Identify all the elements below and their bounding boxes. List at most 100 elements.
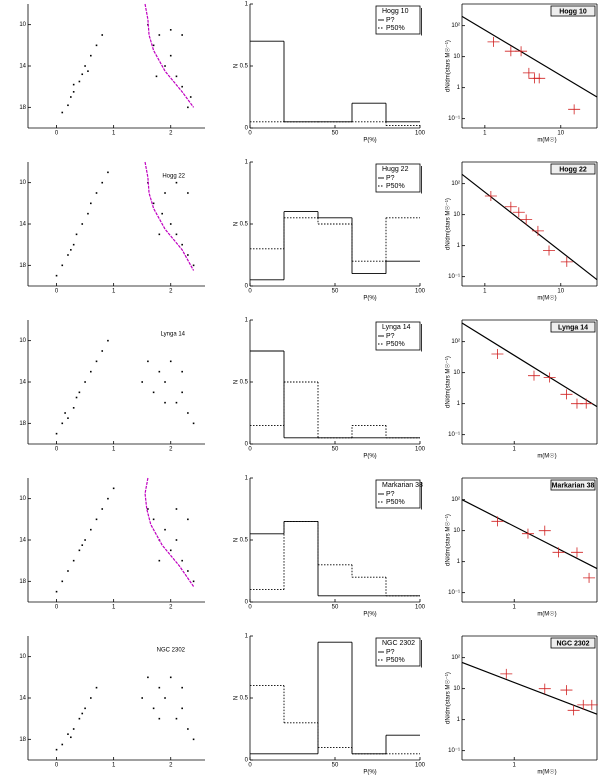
star-point [158,233,161,236]
y-tick-label: 1 [457,85,461,91]
legend-label: P? [386,333,395,340]
x-tick-label: 0 [248,289,252,295]
mf-point [580,398,593,409]
x-axis-label: P(%) [363,296,376,302]
star-point [70,249,72,251]
star-point [169,223,172,225]
star-point [70,736,72,739]
star-point [75,396,78,399]
star-point [95,192,98,194]
star-point [175,508,178,510]
star-point [61,580,64,583]
x-axis-label: P(%) [363,138,376,144]
y-tick-label: 14 [19,380,26,386]
x-tick-label: 10 [557,131,564,137]
star-point [90,202,92,205]
legend-label: P50% [386,183,405,190]
y-axis-label: dN/dm(stars M☉⁻¹) [445,198,452,250]
star-point [164,192,166,194]
legend-label: P? [386,175,395,182]
star-point [107,171,109,174]
x-tick-label: 0 [248,131,252,137]
x-axis-label: P(%) [363,454,376,460]
y-tick-label: 14 [19,538,26,544]
mf-point [521,528,534,539]
y-axis-label: dN/dm(stars M☉⁻¹) [445,40,452,92]
legend-title: Hugg 22 [382,166,409,173]
y-tick-label: 1 [245,160,249,166]
x-tick-label: 50 [332,605,339,611]
star-point [164,528,166,531]
star-point [72,559,75,562]
y-tick-label: 10² [451,339,460,345]
star-point [147,360,149,363]
x-tick-label: 10 [557,289,564,295]
star-point [187,518,189,521]
y-tick-label: 14 [19,696,26,702]
y-axis-label: N [234,222,240,226]
star-point [90,697,92,699]
x-axis-label: m(M☉) [537,611,556,618]
star-point [55,274,58,277]
star-point [78,717,81,720]
star-point [72,728,75,730]
mf-point [504,46,517,57]
star-point [90,54,92,57]
star-point [101,508,104,510]
star-point [95,518,98,521]
star-point [101,34,104,36]
title-box [550,163,596,175]
y-tick-label: 10 [453,528,460,534]
x-tick-label: 0 [55,131,59,137]
y-tick-label: 1 [457,401,461,407]
legend-title: Markarian 38 [382,482,423,489]
star-point [81,223,84,225]
y-tick-label: 1 [457,243,461,249]
isochrone [144,161,195,271]
title-box [550,321,596,333]
x-tick-label: 1 [483,289,487,295]
x-tick-label: 0 [55,447,59,453]
mf-point [560,389,573,400]
mf-point [500,668,513,679]
fit-line [461,499,598,570]
star-point [158,686,161,689]
star-point [169,29,172,31]
mf-point [487,36,500,47]
isochrone [144,477,195,587]
star-point [90,528,92,531]
x-tick-label: 100 [415,131,426,137]
mf-point [543,245,556,256]
y-tick-label: 10 [19,654,26,660]
y-tick-label: 1 [245,634,249,640]
star-point [187,570,189,572]
star-point [175,401,178,404]
panel-title: Hogg 10 [559,8,587,15]
x-tick-label: 50 [332,289,339,295]
x-tick-label: 0 [55,289,59,295]
y-tick-label: 10 [19,180,26,186]
mf-point [538,683,551,694]
star-point [169,549,172,552]
star-point [187,192,189,194]
star-point [169,360,172,363]
x-tick-label: 1 [112,763,116,769]
star-point [81,712,84,715]
legend-title: NGC 2302 [382,640,415,647]
star-point [187,106,189,109]
star-point [78,80,81,83]
y-tick-label: 18 [19,579,26,585]
star-point [155,75,158,78]
star-point [67,733,69,735]
x-axis-label: m(M☉) [537,137,556,144]
x-tick-label: 1 [112,605,116,611]
mf-point [570,547,583,558]
star-point [164,381,166,383]
legend-label: P? [386,649,395,656]
star-point [72,91,75,93]
x-tick-label: 50 [332,131,339,137]
x-tick-label: 0 [248,605,252,611]
y-tick-label: 1 [457,559,461,565]
star-point [95,686,98,689]
star-point [181,370,183,373]
